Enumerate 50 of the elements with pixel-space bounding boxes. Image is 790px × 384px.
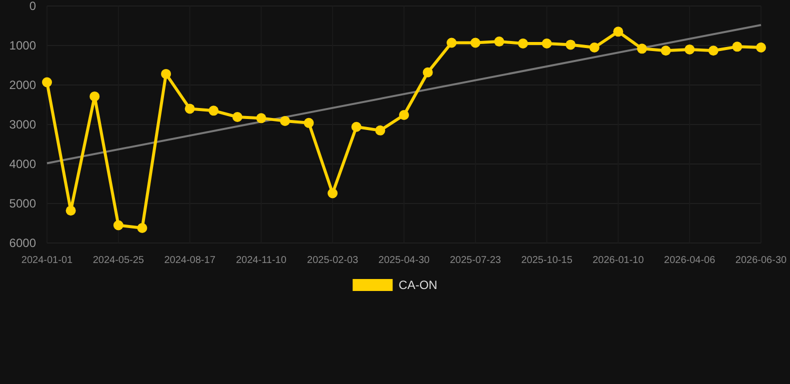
point [304,118,314,128]
point [684,44,695,54]
point [637,44,647,54]
y-tick-label: 4000 [9,156,36,171]
x-tick-label: 2024-05-25 [92,255,144,266]
point [137,222,148,233]
x-tick-label: 2025-07-23 [450,255,502,266]
point [256,113,266,124]
point [518,38,528,49]
point [232,112,242,122]
point [351,122,362,132]
y-tick-label: 5000 [9,196,36,210]
point [66,206,76,216]
point [566,40,576,50]
x-tick-label: 2026-04-06 [664,255,716,266]
point [613,26,624,37]
x-tick-label: 2024-01-01 [21,255,74,266]
x-tick-label: 2025-02-03 [307,255,359,266]
point [422,67,433,78]
point [494,36,504,47]
point [42,77,52,88]
y-tick-label: 2000 [9,78,36,92]
y-tick-label: 1000 [9,38,36,52]
point [399,110,409,120]
point [208,106,219,116]
point [375,125,386,136]
point [184,104,195,114]
point [660,46,671,56]
point [756,42,766,52]
legend-label: CA-ON [398,278,438,292]
point [161,68,171,79]
point [90,91,100,102]
point [589,42,600,52]
x-tick-label: 2026-01-10 [592,255,644,266]
point [470,38,480,48]
x-tick-label: 2025-10-15 [521,255,573,266]
y-tick-label: 3000 [9,117,36,132]
y-tick-label: 0 [29,0,36,13]
x-tick-label: 2024-08-17 [164,255,216,266]
y-tick-label: 6000 [9,236,36,250]
x-tick-label: 2026-06-30 [735,255,788,266]
x-tick-label: 2025-04-30 [378,255,430,266]
point [708,46,718,56]
point [542,38,552,49]
point [328,188,338,198]
point [280,116,290,126]
x-tick-label: 2024-11-10 [236,255,287,266]
point [446,38,457,48]
point [113,220,124,230]
point [732,42,742,52]
